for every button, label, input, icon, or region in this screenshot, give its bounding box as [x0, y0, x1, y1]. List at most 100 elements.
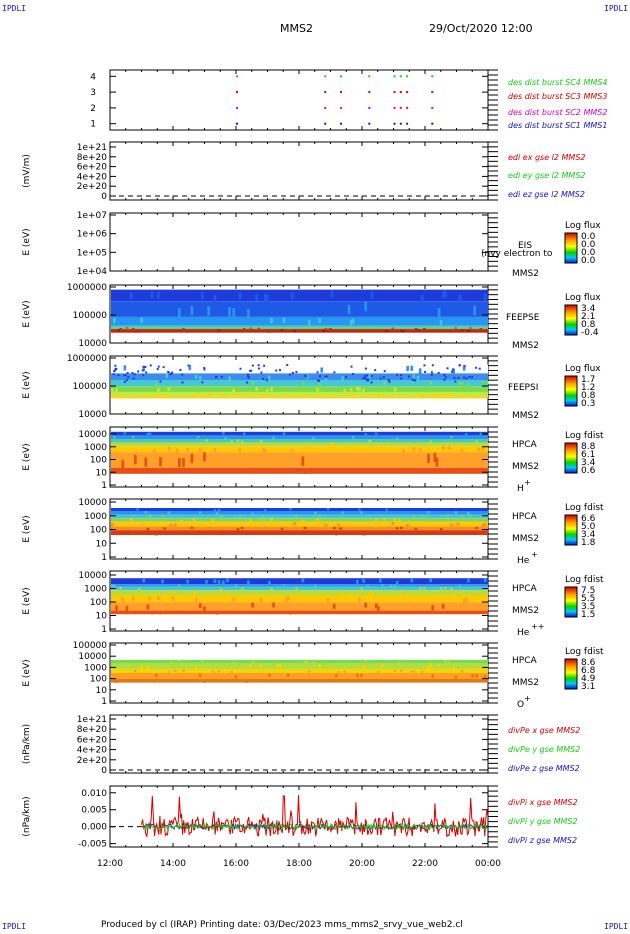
- spectrogram-streak-hpca_o: [303, 660, 307, 664]
- spectrogram-streak-hpca_h: [351, 436, 355, 439]
- spectrogram-streak-hpca_he1: [117, 532, 120, 536]
- sparse-pixel-feeps_i: [262, 377, 265, 380]
- spectrogram-streak-feeps_i: [429, 381, 432, 385]
- spectrogram-streak-hpca_he2: [400, 590, 403, 594]
- sparse-pixel-feeps_i: [145, 371, 148, 374]
- spectrogram-streak-hpca_he1: [280, 527, 284, 530]
- instrument-label-hpca_he2: HPCA: [512, 584, 537, 594]
- spectrogram-streak-hpca_he1: [324, 523, 328, 527]
- y-tick-label-feeps_i: 10000: [78, 410, 107, 420]
- x-tick-label: 18:00: [286, 859, 312, 869]
- spectrogram-band-hpca_he1: [111, 530, 488, 535]
- legend-entry: divPi y gse MMS2: [508, 817, 578, 826]
- spectrogram-streak-hpca_h: [261, 448, 265, 453]
- spectrogram-streak-hpca_h: [395, 437, 399, 440]
- sparse-pixel-feeps_i: [179, 368, 182, 371]
- sparse-pixel-feeps_i: [344, 375, 347, 378]
- spectrogram-streak-hpca_he2: [431, 605, 435, 611]
- spectrogram-streak-hpca_he1: [115, 530, 118, 534]
- burst-mark: [339, 106, 342, 109]
- sparse-pixel-feeps_i: [181, 381, 184, 384]
- spectrogram-streak-hpca_o: [360, 673, 363, 678]
- spectrogram-streak-hpca_he2: [111, 584, 114, 586]
- spectrogram-streak-hpca_h: [330, 443, 334, 446]
- sparse-pixel-feeps_i: [423, 364, 426, 367]
- spectrogram-streak-hpca_h: [152, 449, 156, 453]
- spectrogram-streak-feeps_i: [406, 365, 409, 372]
- spectrogram-streak-feeps_e: [232, 308, 236, 318]
- spectrogram-streak-hpca_o: [393, 669, 397, 673]
- burst-mark: [393, 91, 396, 94]
- spectrogram-streak-hpca_he1: [475, 526, 479, 530]
- sparse-pixel-feeps_i: [126, 372, 129, 375]
- spectrogram-streak-hpca_o: [276, 663, 280, 668]
- sparse-pixel-feeps_i: [275, 369, 278, 372]
- sparse-pixel-feeps_i: [203, 368, 206, 371]
- spectrogram-streak-hpca_he1: [198, 511, 202, 514]
- sparse-pixel-feeps_i: [319, 375, 322, 378]
- spectrogram-streak-hpca_he1: [293, 522, 296, 526]
- spectrogram-streak-feeps_i: [418, 368, 422, 374]
- spectrogram-streak-hpca_he2: [374, 603, 378, 609]
- spectrogram-streak-hpca_o: [305, 660, 309, 664]
- spectrogram-streak-hpca_o: [471, 674, 474, 678]
- instrument-label-feeps_i: FEEPSI: [508, 383, 538, 393]
- spectrogram-streak-feeps_i: [322, 397, 326, 399]
- spectrogram-streak-hpca_he2: [467, 578, 470, 583]
- spectrogram-streak-hpca_he2: [454, 611, 458, 614]
- spectrogram-streak-hpca_h: [441, 446, 445, 450]
- sparse-pixel-feeps_i: [162, 366, 165, 369]
- sparse-pixel-feeps_i: [374, 369, 377, 372]
- spectrogram-streak-hpca_he1: [249, 519, 252, 522]
- spectrogram-streak-feeps_i: [265, 388, 269, 393]
- spectrogram-streak-hpca_he1: [270, 518, 273, 521]
- spectrogram-streak-hpca_o: [400, 669, 403, 672]
- spectrogram-streak-feeps_e: [324, 328, 328, 330]
- sparse-pixel-feeps_i: [379, 377, 382, 380]
- spectrogram-streak-feeps_e: [268, 331, 271, 333]
- spectrogram-streak-hpca_h: [374, 432, 378, 435]
- y-tick-label-edi: 8e+20: [77, 153, 108, 163]
- spectrogram-band-feeps_e: [111, 289, 488, 302]
- spectrogram-streak-feeps_e: [178, 308, 181, 318]
- burst-mark: [236, 122, 238, 125]
- burst-mark: [236, 91, 238, 94]
- sparse-pixel-feeps_i: [333, 371, 336, 374]
- spectrogram-streak-hpca_he2: [251, 602, 254, 608]
- spectrogram-streak-feeps_e: [134, 331, 137, 333]
- spectrogram-band-hpca_h: [111, 435, 488, 439]
- burst-mark: [406, 91, 409, 94]
- spectrogram-streak-hpca_he1: [240, 526, 244, 530]
- spectrogram-streak-hpca_h: [418, 448, 422, 452]
- spectrogram-streak-hpca_h: [481, 447, 485, 451]
- sparse-pixel-feeps_i: [117, 374, 120, 377]
- sparse-pixel-feeps_i: [114, 369, 117, 372]
- colorbar-title-feeps_i: Log flux: [565, 364, 601, 374]
- series-line-y: [141, 822, 489, 831]
- spectrogram-streak-hpca_he2: [395, 580, 399, 585]
- spectrogram-streak-hpca_he1: [420, 514, 424, 517]
- spectrogram-streak-hpca_h: [224, 437, 227, 440]
- y-tick-label-hpca_h: 100: [90, 456, 107, 466]
- sparse-pixel-feeps_i: [257, 367, 260, 370]
- spectrogram-streak-hpca_he2: [125, 606, 129, 612]
- spectrogram-band-feeps_i: [111, 380, 488, 387]
- spectrogram-streak-hpca_he2: [232, 597, 236, 602]
- spectrogram-streak-hpca_he1: [129, 518, 133, 521]
- spacecraft-label-feeps_e: MMS2: [512, 341, 539, 351]
- spectrogram-streak-hpca_he1: [393, 518, 397, 521]
- spectrogram-streak-hpca_he1: [427, 511, 430, 514]
- spectrogram-streak-hpca_he2: [215, 612, 219, 615]
- spectrogram-streak-hpca_h: [479, 432, 483, 435]
- spectrogram-streak-hpca_he2: [192, 590, 196, 594]
- x-tick-label: 22:00: [412, 859, 438, 869]
- spectrogram-streak-hpca_h: [159, 457, 162, 467]
- spacecraft-label-feeps_i: MMS2: [512, 411, 539, 421]
- spectrogram-streak-feeps_e: [293, 330, 296, 332]
- spectrogram-streak-hpca_h: [282, 432, 286, 435]
- colorbar-hpca_he2: [564, 586, 578, 618]
- spectrogram-streak-feeps_i: [280, 397, 284, 399]
- spectrogram-streak-feeps_i: [245, 393, 248, 397]
- legend-entry: des dist burst SC4 MMS4: [508, 78, 607, 87]
